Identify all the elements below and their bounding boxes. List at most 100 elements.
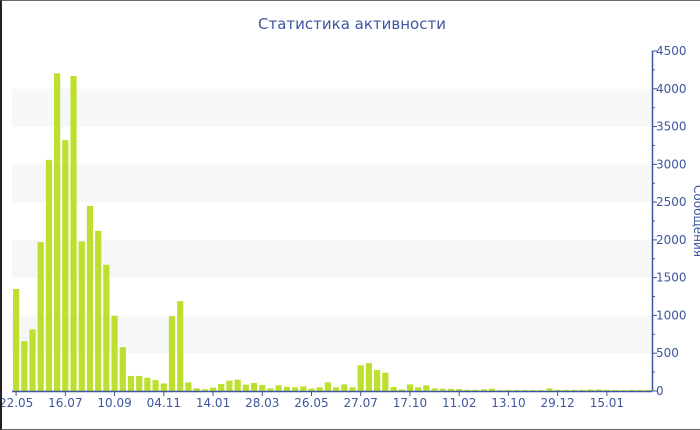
bar xyxy=(415,387,422,391)
x-tick-label: 04.11 xyxy=(147,396,181,410)
bar xyxy=(70,75,77,391)
bar xyxy=(497,390,504,391)
grid-band xyxy=(12,164,652,203)
bar xyxy=(218,383,225,391)
bar xyxy=(374,369,381,391)
bar xyxy=(423,385,430,391)
bar xyxy=(13,289,20,391)
bar xyxy=(431,388,438,391)
bar xyxy=(185,382,192,391)
bar xyxy=(111,315,118,391)
bar xyxy=(398,389,405,391)
bar xyxy=(488,388,496,391)
bar xyxy=(554,389,561,391)
bar xyxy=(529,390,537,391)
bar xyxy=(644,390,651,391)
bar xyxy=(234,379,241,391)
bar xyxy=(521,390,528,391)
bar xyxy=(226,380,233,391)
bar xyxy=(86,205,94,391)
bar xyxy=(595,389,602,391)
bar xyxy=(283,386,290,391)
bar xyxy=(267,388,274,391)
bar xyxy=(209,387,217,391)
bar xyxy=(168,316,176,391)
x-tick-label: 16.07 xyxy=(48,396,82,410)
bar xyxy=(21,341,28,391)
x-tick-label: 29.12 xyxy=(540,396,574,410)
x-tick-label: 10.09 xyxy=(97,396,131,410)
bar xyxy=(62,140,69,391)
bar xyxy=(160,383,167,391)
bar xyxy=(291,387,299,391)
bar xyxy=(382,372,389,391)
bar xyxy=(603,389,610,391)
bar xyxy=(144,377,151,391)
bar xyxy=(546,388,553,391)
y-tick-label: 1500 xyxy=(656,271,687,285)
bar xyxy=(390,386,397,391)
x-tick-label: 17.10 xyxy=(393,396,427,410)
x-tick-label: 11.02 xyxy=(442,396,476,410)
y-tick-label: 1000 xyxy=(656,308,687,322)
bar xyxy=(54,73,61,392)
bar xyxy=(439,388,446,391)
bar xyxy=(275,385,282,391)
bar xyxy=(250,382,258,391)
y-tick-label: 2000 xyxy=(656,233,687,247)
bar xyxy=(472,389,479,391)
bar xyxy=(29,329,36,391)
bar xyxy=(611,390,619,391)
bar xyxy=(587,389,594,391)
x-tick-label: 13.10 xyxy=(491,396,525,410)
bar xyxy=(570,389,578,391)
y-tick-label: 4500 xyxy=(656,44,687,58)
bar xyxy=(505,390,512,391)
bar xyxy=(480,389,487,391)
x-tick-label: 27.07 xyxy=(344,396,378,410)
x-tick-label: 28.03 xyxy=(245,396,279,410)
bar xyxy=(562,389,569,391)
bar xyxy=(357,365,364,391)
bar xyxy=(513,390,520,391)
bar xyxy=(333,387,340,391)
y-tick-label: 3000 xyxy=(656,157,687,171)
bar xyxy=(365,363,373,391)
bar xyxy=(464,389,471,391)
chart-title: Статистика активности xyxy=(258,15,446,33)
bar xyxy=(45,159,53,391)
bar xyxy=(177,301,184,391)
bar xyxy=(341,384,348,391)
y-tick-label: 3500 xyxy=(656,120,687,134)
y-tick-label: 500 xyxy=(656,346,679,360)
bar xyxy=(119,347,126,391)
bar xyxy=(636,389,643,391)
y-tick-label: 2500 xyxy=(656,195,687,209)
grid-band xyxy=(12,315,652,354)
bar xyxy=(300,386,307,391)
bar xyxy=(78,241,85,391)
y-axis-label: Сообщения xyxy=(691,185,700,257)
grid-band xyxy=(12,239,652,278)
bar xyxy=(152,380,159,391)
bar xyxy=(456,389,463,391)
bar xyxy=(37,242,44,391)
bar xyxy=(127,375,135,391)
bar xyxy=(201,389,208,391)
bar xyxy=(259,384,266,391)
bar xyxy=(349,387,356,391)
y-tick-label: 0 xyxy=(656,384,664,398)
x-tick-label: 15.01 xyxy=(590,396,624,410)
bar xyxy=(324,382,331,391)
bar xyxy=(136,375,143,391)
bar xyxy=(242,384,249,391)
bar xyxy=(316,387,323,391)
bar xyxy=(620,390,627,391)
bar xyxy=(103,264,110,391)
bar xyxy=(447,388,455,391)
bar xyxy=(406,384,414,391)
x-tick-label: 14.01 xyxy=(196,396,230,410)
x-tick-label: 22.05 xyxy=(2,396,33,410)
bar xyxy=(579,389,586,391)
